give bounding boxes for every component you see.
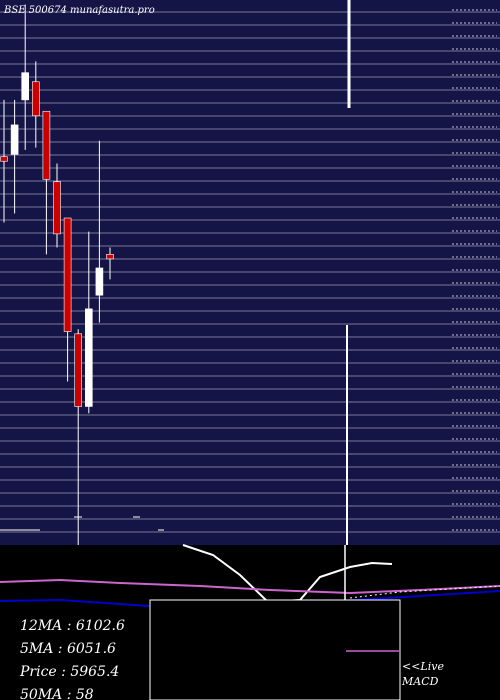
candle-body	[42, 110, 51, 180]
candle-body	[95, 267, 104, 296]
candle-body	[63, 217, 72, 332]
candle-body	[106, 254, 114, 260]
ma-label: 12MA : 6102.6	[20, 618, 125, 634]
live-macd-label: <<Live	[402, 660, 444, 673]
ma-label: 5MA : 6051.6	[20, 641, 116, 657]
ma-info-box	[149, 599, 401, 700]
ma-line-pink	[0, 578, 500, 595]
candle-body	[0, 156, 8, 162]
live-macd-label-2: MACD	[401, 675, 439, 688]
candle-body	[21, 72, 30, 101]
candle-body	[10, 124, 19, 155]
candle-body	[85, 308, 93, 407]
right-axis-ticks	[452, 9, 497, 531]
ma-labels: 12MA : 6102.6 5MA : 6051.6 Price : 5965.4 5…	[19, 618, 125, 700]
candle-body	[74, 333, 82, 407]
ma-label: Price : 5965.4	[19, 664, 119, 680]
plot-background	[0, 0, 500, 545]
ma-label: 50MA : 58	[20, 687, 94, 700]
ma-line-dotted	[349, 585, 500, 599]
grid-lines	[0, 11, 500, 533]
chart-title: BSE 500674 munafasutra.pro	[3, 5, 155, 16]
candles	[0, 4, 114, 545]
candle-body	[31, 81, 40, 117]
candle-body	[53, 181, 61, 235]
